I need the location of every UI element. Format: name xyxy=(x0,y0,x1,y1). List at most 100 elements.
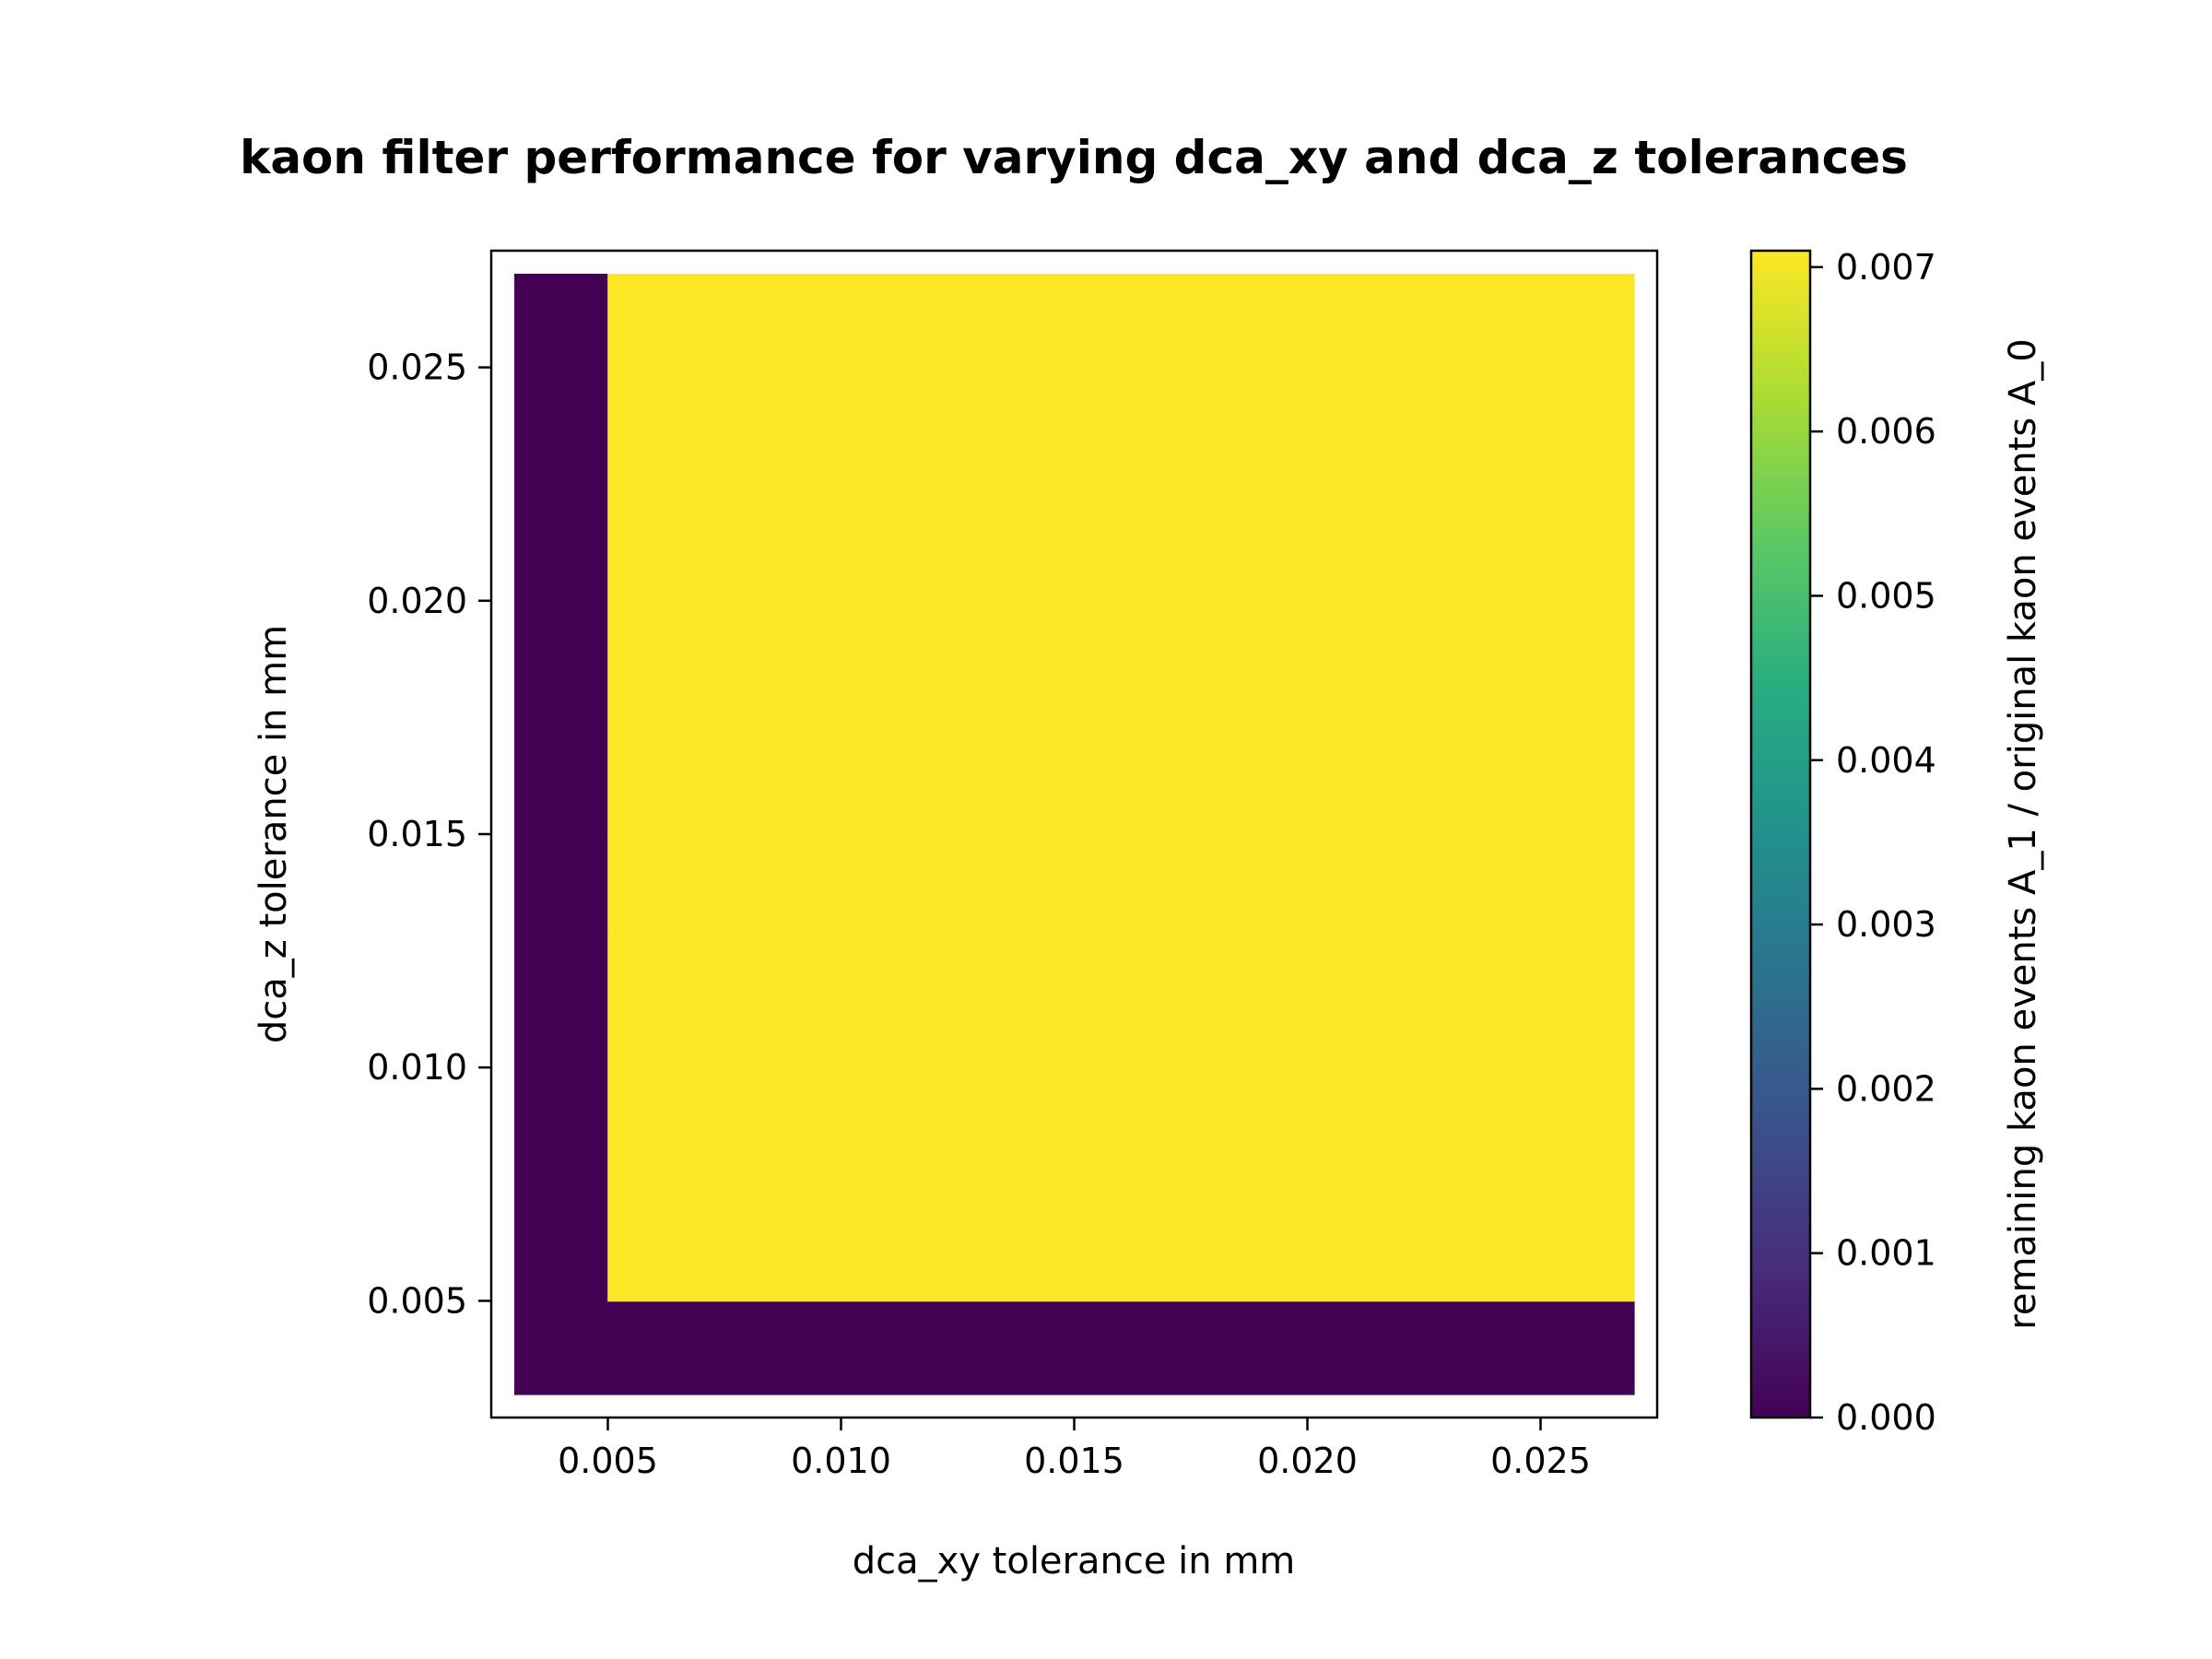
heatmap-cell xyxy=(700,833,795,929)
heatmap-cell xyxy=(794,647,889,742)
heatmap-cell xyxy=(981,460,1076,556)
y-tick-label: 0.010 xyxy=(367,1047,467,1088)
heatmap-cell xyxy=(513,274,609,369)
heatmap-cell xyxy=(1260,833,1356,929)
heatmap-cell xyxy=(700,1206,795,1302)
heatmap-cell xyxy=(1167,274,1262,369)
heatmap-cell xyxy=(794,367,889,462)
heatmap-cell xyxy=(1540,1113,1635,1209)
heatmap-cell xyxy=(513,553,609,649)
heatmap-cell xyxy=(981,647,1076,742)
y-axis-ticks: 0.005 0.010 0.015 0.020 0.025 xyxy=(367,347,491,1321)
heatmap-cell xyxy=(1447,1020,1542,1115)
x-axis-ticks: 0.005 0.010 0.015 0.020 0.025 xyxy=(558,1418,1591,1481)
heatmap-cell xyxy=(981,1206,1076,1302)
heatmap-cell xyxy=(1260,1300,1356,1395)
heatmap-cell xyxy=(700,553,795,649)
x-tick-label: 0.020 xyxy=(1257,1441,1358,1481)
heatmap-cell xyxy=(1260,460,1356,556)
heatmap-cell xyxy=(1353,740,1449,835)
heatmap-cell xyxy=(1353,1206,1449,1302)
heatmap-cell xyxy=(1447,460,1542,556)
heatmap-cell xyxy=(1447,274,1542,369)
heatmap-cell xyxy=(1353,1300,1449,1395)
heatmap-cell xyxy=(1353,1020,1449,1115)
heatmap-cell xyxy=(794,1020,889,1115)
heatmap-cell xyxy=(1447,740,1542,835)
heatmap-cell xyxy=(1260,1020,1356,1115)
heatmap-cell xyxy=(607,553,702,649)
heatmap-cell xyxy=(607,460,702,556)
colorbar-tick-label: 0.003 xyxy=(1836,904,1936,945)
heatmap-cell xyxy=(513,367,609,462)
x-tick-label: 0.025 xyxy=(1490,1441,1591,1481)
heatmap-cell xyxy=(887,367,982,462)
heatmap-cell xyxy=(607,1020,702,1115)
heatmap-cell xyxy=(1353,1113,1449,1209)
heatmap-cell xyxy=(794,460,889,556)
heatmap-cell xyxy=(1260,274,1356,369)
heatmap-cell xyxy=(1167,1206,1262,1302)
heatmap-cell xyxy=(1074,1300,1169,1395)
heatmap-cell xyxy=(513,460,609,556)
heatmap-cell xyxy=(700,740,795,835)
heatmap-cell xyxy=(1447,367,1542,462)
heatmap-cell xyxy=(607,367,702,462)
heatmap-cell xyxy=(513,647,609,742)
heatmap-cell xyxy=(1447,1206,1542,1302)
heatmap-cell xyxy=(1167,367,1262,462)
heatmap-cell xyxy=(607,1206,702,1302)
heatmap-cell xyxy=(794,553,889,649)
heatmap-cell xyxy=(1167,833,1262,929)
heatmap-cell xyxy=(1167,460,1262,556)
heatmap-cell xyxy=(794,926,889,1022)
heatmap-cell xyxy=(1447,926,1542,1022)
heatmap-cell xyxy=(981,274,1076,369)
x-axis-label: dca_xy tolerance in mm xyxy=(853,1540,1296,1583)
heatmap-cell xyxy=(794,1206,889,1302)
heatmap-cell xyxy=(1074,740,1169,835)
heatmap-cell xyxy=(1260,553,1356,649)
heatmap-cell xyxy=(887,1206,982,1302)
heatmap-cell xyxy=(887,274,982,369)
heatmap-cell xyxy=(1260,647,1356,742)
heatmap-cell xyxy=(513,1206,609,1302)
heatmap-cell xyxy=(887,926,982,1022)
heatmap-cell xyxy=(1167,740,1262,835)
heatmap-cell xyxy=(1260,926,1356,1022)
heatmap-cell xyxy=(1353,460,1449,556)
heatmap-cell xyxy=(607,740,702,835)
colorbar-tick-label: 0.002 xyxy=(1836,1068,1936,1109)
colorbar-tick-label: 0.000 xyxy=(1836,1397,1936,1438)
heatmap-cell xyxy=(887,833,982,929)
colorbar-label: remaining kaon events A_1 / original kao… xyxy=(2002,338,2044,1329)
heatmap-cell xyxy=(794,274,889,369)
heatmap-cell xyxy=(981,367,1076,462)
heatmap-cell xyxy=(1167,553,1262,649)
heatmap-cell xyxy=(1260,1113,1356,1209)
colorbar xyxy=(1749,249,1812,1419)
heatmap-cell xyxy=(1260,1206,1356,1302)
heatmap-cell xyxy=(794,740,889,835)
heatmap-cell xyxy=(887,1113,982,1209)
heatmap-cell xyxy=(1540,460,1635,556)
heatmap-cell xyxy=(1074,647,1169,742)
heatmap-cell xyxy=(1260,740,1356,835)
chart-title: kaon filter performance for varying dca_… xyxy=(240,131,1908,184)
x-tick-label: 0.005 xyxy=(558,1441,658,1481)
heatmap-cell xyxy=(700,1020,795,1115)
heatmap-cell xyxy=(1074,367,1169,462)
heatmap-cell xyxy=(981,553,1076,649)
heatmap-cell xyxy=(1074,553,1169,649)
heatmap-cell xyxy=(700,460,795,556)
y-tick-label: 0.005 xyxy=(367,1280,467,1321)
heatmap-cell xyxy=(1167,1113,1262,1209)
heatmap-cell xyxy=(700,274,795,369)
heatmap-cell xyxy=(700,926,795,1022)
heatmap-cell xyxy=(607,833,702,929)
heatmap-cell xyxy=(1074,926,1169,1022)
heatmap-cell xyxy=(607,647,702,742)
heatmap-cell xyxy=(981,1300,1076,1395)
heatmap-cell xyxy=(513,740,609,835)
heatmap-cell xyxy=(1167,1020,1262,1115)
